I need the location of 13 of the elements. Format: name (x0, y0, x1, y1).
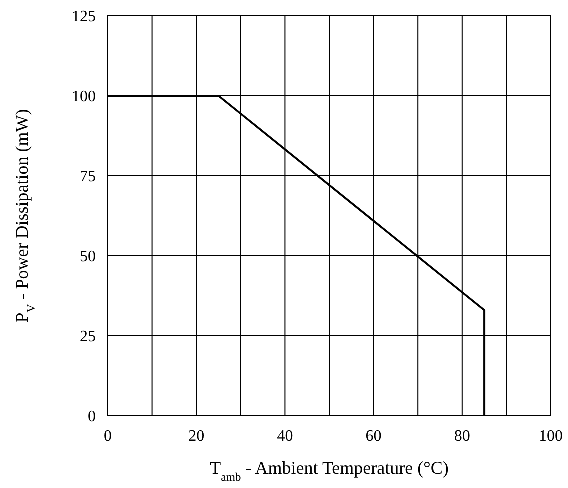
y-tick-label: 50 (80, 248, 96, 266)
y-tick-label: 100 (72, 88, 96, 106)
x-axis-title: T$_{amb}$ - Ambient Temperature (°C) (210, 458, 449, 484)
x-tick-label: 80 (454, 428, 470, 445)
x-tick-label: 40 (277, 428, 294, 445)
x-tick-label: 100 (539, 428, 563, 445)
x-tick-label: 0 (104, 428, 112, 445)
x-tick-label: 20 (188, 428, 205, 445)
y-tick-label: 0 (88, 408, 96, 426)
y-tick-label: 75 (80, 168, 96, 186)
x-tick-label: 60 (366, 428, 382, 445)
y-tick-label: 125 (72, 8, 96, 26)
y-tick-label: 25 (80, 328, 96, 346)
